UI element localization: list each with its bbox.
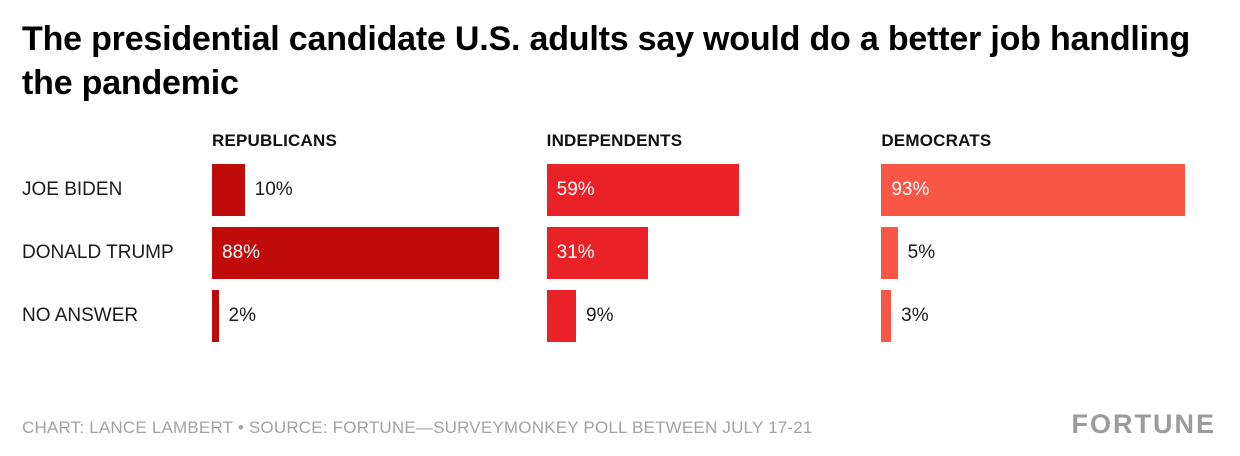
bar: 31% — [546, 227, 648, 280]
column-header-republicans: REPUBLICANS — [212, 131, 337, 151]
bar-cell: 3% — [881, 290, 1216, 343]
bar: 88% — [212, 227, 500, 280]
bar-cell: 88% — [212, 227, 547, 280]
bar — [212, 290, 219, 343]
fortune-logo: FORTUNE — [1071, 409, 1216, 439]
row-label: DONALD TRUMP — [22, 242, 174, 264]
bar-cell: 10% — [212, 164, 547, 217]
bar: 93% — [881, 164, 1186, 217]
bar-cell: 31% — [546, 227, 882, 280]
chart-title: The presidential candidate U.S. adults s… — [22, 20, 1191, 102]
column-header-independents: INDEPENDENTS — [546, 131, 683, 151]
bar — [881, 227, 898, 280]
bar-cell: 9% — [546, 290, 882, 343]
bar-value: 93% — [891, 179, 930, 201]
grouped-bar-chart: REPUBLICANS INDEPENDENTS DEMOCRATS JOE BIDE… — [22, 131, 1216, 343]
bar-value: 5% — [907, 242, 936, 264]
bar — [546, 290, 577, 343]
bar-value: 2% — [228, 305, 256, 327]
bar-value: 59% — [556, 179, 595, 201]
bar-value: 31% — [556, 242, 595, 264]
bar — [212, 164, 245, 217]
bar-value: 3% — [901, 305, 929, 327]
bar-cell: 93% — [881, 164, 1216, 217]
bar: 59% — [546, 164, 740, 217]
chart-credit: CHART: LANCE LAMBERT • SOURCE: FORTUNE—S… — [22, 418, 813, 437]
bar-cell: 59% — [546, 164, 882, 217]
bar-cell: 5% — [881, 227, 1216, 280]
bar-value: 88% — [222, 242, 261, 264]
bar-cell: 2% — [212, 290, 547, 343]
bar-value: 9% — [586, 305, 614, 327]
bar-value: 10% — [254, 179, 293, 201]
row-label: NO ANSWER — [22, 305, 139, 327]
row-label: JOE BIDEN — [22, 179, 123, 201]
chart-footer: CHART: LANCE LAMBERT • SOURCE: FORTUNE—S… — [22, 409, 1216, 440]
bar — [881, 290, 892, 343]
column-header-democrats: DEMOCRATS — [881, 131, 992, 151]
